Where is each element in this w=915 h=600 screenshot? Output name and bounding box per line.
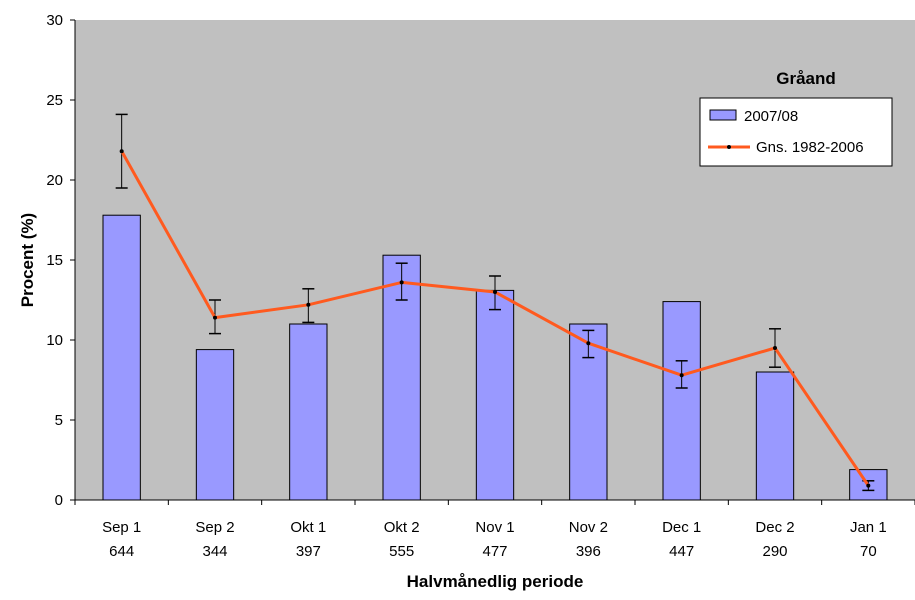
bar xyxy=(289,323,328,501)
x-tick-count: 447 xyxy=(669,543,694,560)
y-tick-label: 5 xyxy=(55,412,63,429)
y-tick-label: 25 xyxy=(46,92,63,109)
y-tick-label: 20 xyxy=(46,172,63,189)
x-tick-label: Sep 1 xyxy=(102,519,141,536)
x-axis-ticks: Sep 1 644 Sep 2 344 Okt 1 397 Okt 2 555 Nov 1 477… xyxy=(74,500,915,560)
x-tick-count: 344 xyxy=(202,543,227,560)
x-axis-title: Halvmånedlig periode xyxy=(407,572,584,591)
x-tick-label: Jan 1 xyxy=(850,519,887,536)
y-tick-label: 30 xyxy=(46,12,63,29)
x-tick-label: Dec 1 xyxy=(662,519,701,536)
x-tick-label: Nov 1 xyxy=(475,519,514,536)
x-tick-label: Nov 2 xyxy=(569,519,608,536)
y-tick-label: 10 xyxy=(46,332,63,349)
x-tick-count: 397 xyxy=(296,543,321,560)
legend-box xyxy=(699,97,893,167)
y-tick-label: 0 xyxy=(55,492,63,509)
line-point xyxy=(586,341,591,346)
x-tick-count: 290 xyxy=(762,543,787,560)
x-tick-count: 70 xyxy=(860,543,877,560)
y-axis-title: Procent (%) xyxy=(18,213,37,307)
x-tick-count: 555 xyxy=(389,543,414,560)
bar xyxy=(755,371,795,501)
x-tick-label: Dec 2 xyxy=(755,519,794,536)
x-tick-count: 396 xyxy=(576,543,601,560)
line-point xyxy=(119,149,124,154)
bar xyxy=(195,349,235,501)
line-point xyxy=(306,302,311,307)
bar xyxy=(662,301,701,501)
line-point xyxy=(773,346,777,350)
line-point xyxy=(213,315,217,320)
x-tick-label: Okt 1 xyxy=(290,519,326,536)
x-tick-label: Sep 2 xyxy=(195,519,234,536)
legend-title: Gråand xyxy=(776,69,836,88)
legend-label-bar: 2007/08 xyxy=(744,108,798,125)
x-tick-label: Okt 2 xyxy=(384,519,420,536)
legend: Gråand 2007/08 Gns. 1982-2006 xyxy=(699,69,893,167)
y-tick-label: 15 xyxy=(46,252,63,269)
line-point xyxy=(493,290,497,294)
bar xyxy=(102,214,141,501)
legend-swatch-bar xyxy=(709,109,737,121)
x-tick-count: 644 xyxy=(109,543,134,560)
bar xyxy=(475,289,515,501)
line-point xyxy=(679,373,684,378)
line-point xyxy=(866,483,871,488)
legend-label-line: Gns. 1982-2006 xyxy=(756,139,864,156)
legend-swatch-dot xyxy=(727,145,731,149)
y-axis-ticks: 0 5 10 15 20 25 30 xyxy=(46,12,75,509)
x-tick-count: 477 xyxy=(482,543,507,560)
line-point xyxy=(399,280,404,285)
line-series-points xyxy=(119,149,871,488)
